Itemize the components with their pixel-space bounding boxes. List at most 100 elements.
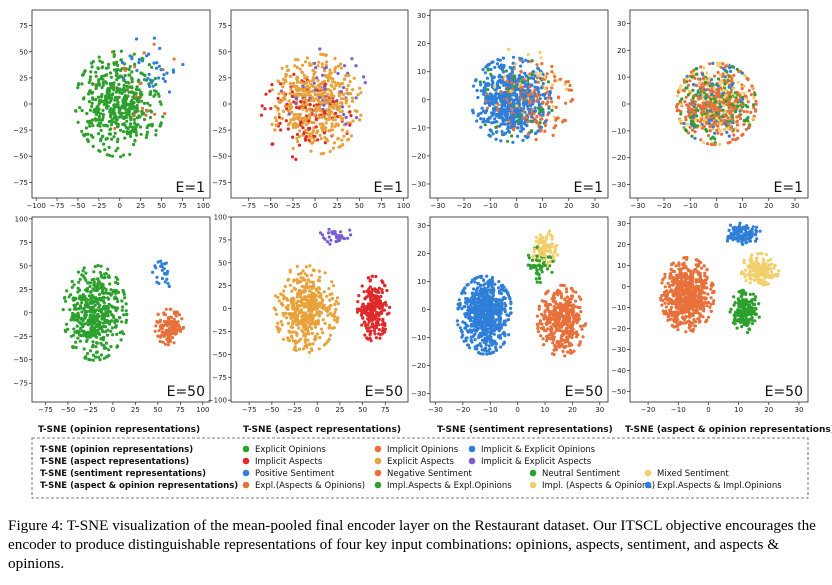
data-point <box>99 137 103 141</box>
data-point <box>274 294 278 298</box>
data-point <box>500 108 504 112</box>
data-point <box>316 99 320 103</box>
data-point <box>331 77 335 81</box>
data-point <box>94 328 98 332</box>
data-point <box>117 115 121 119</box>
data-point <box>473 280 477 284</box>
data-point <box>128 152 132 156</box>
data-point <box>129 131 133 135</box>
data-point <box>370 274 374 278</box>
data-point <box>279 320 283 324</box>
epoch-label: E=1 <box>574 180 603 196</box>
data-point <box>321 90 325 94</box>
data-point <box>103 275 107 279</box>
data-point <box>122 101 126 105</box>
data-point <box>310 348 314 352</box>
data-point <box>492 75 496 79</box>
data-point <box>481 68 485 72</box>
data-point <box>106 314 110 318</box>
data-point <box>567 297 571 301</box>
data-point <box>505 106 509 110</box>
data-point <box>339 144 343 148</box>
data-point <box>164 307 168 311</box>
data-point <box>128 122 133 126</box>
data-point <box>101 295 106 299</box>
x-tick-label: 100 <box>197 202 210 210</box>
data-point <box>486 88 490 92</box>
data-point <box>306 84 310 88</box>
data-point <box>553 75 557 79</box>
data-point <box>312 139 317 143</box>
data-point <box>749 110 753 114</box>
data-point <box>727 100 731 104</box>
data-point <box>492 95 496 99</box>
data-point <box>296 291 300 295</box>
data-point <box>331 326 335 330</box>
data-point <box>691 88 695 92</box>
data-point <box>523 120 527 124</box>
data-point <box>97 297 101 301</box>
data-point <box>286 104 290 108</box>
data-point <box>295 105 299 110</box>
data-point <box>699 65 703 69</box>
data-point <box>322 103 326 107</box>
data-point <box>303 302 307 306</box>
data-point <box>742 122 746 126</box>
y-tick-label: −50 <box>13 356 28 364</box>
data-point <box>361 302 365 306</box>
data-point <box>273 307 277 312</box>
data-point <box>743 74 747 78</box>
data-point <box>112 103 116 107</box>
data-point <box>101 115 105 119</box>
data-point <box>506 74 510 78</box>
data-point <box>82 347 86 351</box>
data-point <box>315 310 319 314</box>
data-point <box>132 127 136 131</box>
data-point <box>128 134 133 138</box>
data-point <box>724 99 728 103</box>
data-point <box>127 111 131 115</box>
data-point <box>510 66 514 70</box>
data-point <box>318 47 322 51</box>
data-point <box>130 80 134 84</box>
data-point <box>488 103 492 108</box>
data-point <box>305 56 309 60</box>
data-point <box>114 121 118 125</box>
data-point <box>693 130 697 134</box>
data-point <box>708 62 712 66</box>
data-point <box>319 311 323 315</box>
data-point <box>286 69 290 73</box>
data-point <box>518 109 523 113</box>
data-point <box>712 122 716 126</box>
x-tick-label: −75 <box>50 202 65 210</box>
data-point <box>311 280 315 284</box>
data-point <box>93 310 97 315</box>
data-point <box>154 133 158 137</box>
data-point <box>363 81 367 85</box>
data-point <box>313 88 317 92</box>
data-point <box>294 102 298 106</box>
data-point <box>380 279 384 283</box>
data-point <box>721 108 725 112</box>
data-point <box>491 132 495 136</box>
data-point <box>132 117 136 122</box>
data-point <box>304 334 308 338</box>
data-point <box>701 93 705 97</box>
data-point <box>303 94 307 98</box>
y-tick-label: 20 <box>417 40 426 48</box>
data-point <box>525 83 529 87</box>
data-point <box>107 302 111 306</box>
data-point <box>334 307 338 312</box>
data-point <box>368 296 372 300</box>
data-point <box>531 70 536 74</box>
data-point <box>566 350 570 354</box>
data-point <box>172 57 176 61</box>
data-point <box>699 138 703 142</box>
data-point <box>566 80 571 84</box>
data-point <box>715 128 719 132</box>
data-point <box>326 139 330 143</box>
data-point <box>94 345 98 349</box>
data-point <box>682 80 687 84</box>
data-point <box>112 110 116 114</box>
data-point <box>327 109 331 113</box>
